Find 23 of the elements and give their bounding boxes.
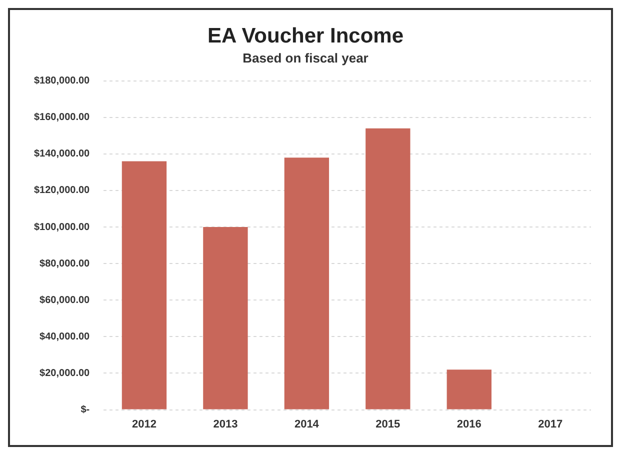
y-tick-label: $- xyxy=(80,404,90,416)
bar xyxy=(366,128,410,410)
x-tick-label: 2013 xyxy=(213,418,238,430)
y-tick-label: $20,000.00 xyxy=(40,368,90,379)
y-tick-label: $40,000.00 xyxy=(40,331,90,342)
x-tick-label: 2015 xyxy=(376,418,400,430)
chart-subtitle: Based on fiscal year xyxy=(242,50,368,66)
y-tick-label: $140,000.00 xyxy=(34,148,90,160)
y-tick-label: $180,000.00 xyxy=(34,76,90,87)
y-tick-label: $80,000.00 xyxy=(40,258,90,270)
chart-title: EA Voucher Income xyxy=(207,24,404,48)
x-tick-label: 2016 xyxy=(456,418,482,430)
x-tick-label: 2017 xyxy=(538,418,563,430)
bar xyxy=(203,227,248,410)
y-tick-label: $120,000.00 xyxy=(34,185,90,196)
bar xyxy=(284,158,330,410)
bar xyxy=(446,370,492,410)
y-tick-label: $160,000.00 xyxy=(34,112,90,124)
y-tick-label: $100,000.00 xyxy=(34,222,90,233)
bar xyxy=(122,161,167,410)
x-tick-label: 2012 xyxy=(132,418,156,430)
y-tick-label: $60,000.00 xyxy=(40,294,90,306)
x-tick-label: 2014 xyxy=(294,418,320,430)
